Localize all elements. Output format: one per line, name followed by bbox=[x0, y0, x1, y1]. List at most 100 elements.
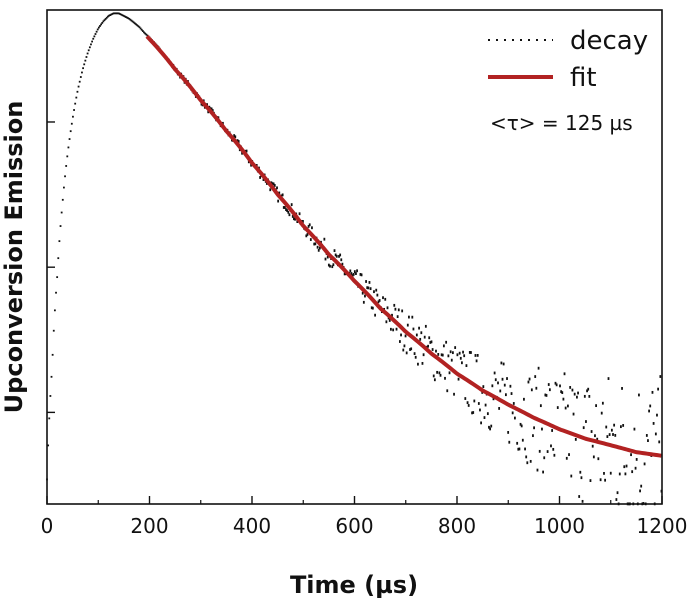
decay-point bbox=[351, 274, 354, 277]
decay-point bbox=[131, 20, 134, 23]
decay-point bbox=[511, 411, 514, 415]
decay-point bbox=[528, 377, 531, 381]
decay-point bbox=[529, 459, 532, 463]
decay-point bbox=[421, 361, 424, 365]
decay-point bbox=[552, 447, 555, 451]
decay-point bbox=[594, 434, 596, 438]
decay-point bbox=[565, 456, 568, 460]
decay-point bbox=[356, 269, 358, 273]
decay-point bbox=[533, 426, 535, 430]
decay-point bbox=[50, 375, 53, 378]
legend: decay fit <τ> = 125 µs bbox=[488, 26, 648, 135]
decay-point bbox=[493, 371, 496, 375]
decay-point bbox=[75, 96, 78, 99]
decay-point bbox=[576, 395, 578, 399]
decay-point bbox=[359, 273, 362, 276]
decay-point bbox=[302, 220, 304, 223]
decay-point bbox=[535, 386, 538, 390]
x-tick-label: 400 bbox=[233, 514, 271, 538]
decay-point bbox=[371, 306, 374, 310]
decay-point bbox=[488, 425, 490, 429]
decay-point bbox=[582, 426, 585, 430]
decay-point bbox=[307, 225, 310, 228]
decay-point bbox=[448, 371, 451, 375]
decay-point bbox=[144, 32, 146, 35]
decay-point bbox=[604, 478, 607, 482]
decay-point bbox=[331, 265, 334, 269]
decay-point bbox=[125, 16, 127, 18]
decay-point bbox=[436, 370, 439, 374]
decay-point bbox=[311, 226, 313, 230]
x-axis-title: Time (µs) bbox=[290, 571, 418, 599]
plot-area bbox=[46, 12, 663, 506]
decay-point bbox=[211, 109, 214, 112]
decay-point bbox=[290, 203, 293, 206]
decay-point bbox=[592, 455, 595, 459]
decay-point bbox=[134, 22, 136, 25]
decay-point bbox=[572, 412, 575, 416]
decay-point bbox=[656, 413, 658, 417]
decay-point bbox=[120, 13, 123, 16]
decay-point bbox=[457, 377, 460, 381]
decay-point bbox=[466, 401, 469, 405]
decay-point bbox=[335, 254, 338, 258]
decay-point bbox=[376, 293, 379, 297]
decay-point bbox=[145, 33, 148, 36]
decay-point bbox=[545, 394, 548, 397]
decay-point bbox=[66, 155, 69, 158]
decay-point bbox=[296, 220, 299, 223]
decay-point bbox=[284, 206, 286, 209]
decay-point bbox=[49, 395, 52, 397]
decay-point bbox=[391, 313, 393, 317]
decay-point bbox=[368, 281, 371, 284]
decay-point bbox=[353, 270, 356, 274]
decay-point bbox=[520, 424, 523, 428]
decay-point bbox=[472, 411, 475, 414]
decay-point bbox=[578, 495, 581, 498]
decay-point bbox=[616, 491, 619, 495]
decay-point bbox=[586, 389, 588, 393]
decay-point bbox=[645, 434, 648, 437]
decay-point bbox=[657, 387, 660, 391]
decay-point bbox=[550, 444, 552, 448]
decay-point bbox=[210, 107, 213, 111]
decay-point bbox=[90, 43, 92, 46]
decay-point bbox=[85, 56, 88, 58]
decay-point bbox=[282, 206, 285, 209]
decay-point bbox=[458, 351, 461, 355]
decay-point bbox=[595, 404, 597, 408]
decay-point bbox=[139, 27, 142, 30]
decay-point bbox=[59, 225, 62, 227]
x-tick-label: 1000 bbox=[534, 514, 585, 538]
decay-point bbox=[146, 34, 149, 37]
decay-point bbox=[438, 371, 441, 375]
decay-point bbox=[589, 479, 592, 482]
decay-point bbox=[278, 191, 281, 195]
decay-point bbox=[250, 163, 252, 167]
decay-point bbox=[419, 337, 422, 341]
decay-point bbox=[530, 388, 533, 392]
decay-point bbox=[68, 138, 71, 140]
decay-point bbox=[288, 213, 291, 217]
decay-point bbox=[397, 308, 400, 312]
decay-point bbox=[516, 441, 519, 445]
decay-point bbox=[476, 354, 479, 357]
decay-point bbox=[409, 348, 411, 351]
decay-point bbox=[464, 397, 467, 400]
decay-point bbox=[132, 21, 135, 24]
decay-point bbox=[554, 381, 557, 385]
decay-point bbox=[569, 386, 572, 389]
decay-point bbox=[453, 392, 455, 396]
decay-point bbox=[536, 468, 539, 472]
decay-point bbox=[94, 33, 97, 35]
decay-point bbox=[270, 181, 273, 185]
y-axis-title: Upconversion Emission bbox=[0, 101, 28, 414]
decay-point bbox=[610, 428, 613, 432]
decay-point bbox=[100, 23, 103, 26]
decay-point bbox=[547, 383, 550, 386]
decay-point bbox=[525, 455, 528, 459]
decay-point bbox=[117, 12, 119, 15]
decay-point bbox=[72, 115, 74, 118]
decay-point bbox=[454, 346, 457, 349]
decay-point bbox=[615, 498, 618, 501]
